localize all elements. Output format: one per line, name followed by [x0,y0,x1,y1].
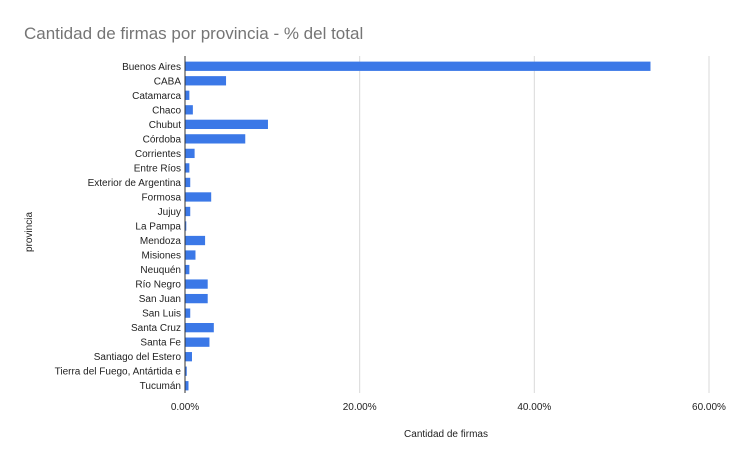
bar [185,221,187,231]
bar [185,90,190,100]
bar [185,105,193,115]
x-tick-label: 60.00% [692,402,726,413]
category-label: Río Negro [135,280,181,291]
category-label: Mendoza [140,236,182,247]
category-label: San Juan [139,294,181,305]
y-axis-label: provincia [24,212,35,252]
category-label: San Luis [142,309,181,320]
bar [185,192,212,202]
category-label: Córdoba [143,134,182,145]
category-label: Buenos Aires [122,62,181,73]
category-label: La Pampa [135,222,181,233]
bar [185,308,191,318]
bar [185,61,651,71]
bar [185,323,214,333]
category-label: Santa Cruz [131,323,181,334]
bar [185,293,208,304]
category-label: Entre Ríos [134,163,181,174]
category-label: Exterior de Argentina [88,178,182,189]
bar [185,352,192,362]
category-label: Misiones [142,251,181,262]
bar [185,119,268,129]
category-label: Santiago del Estero [94,352,182,363]
bar [185,337,210,347]
category-label: Tucumán [140,381,181,392]
bar [185,250,196,260]
x-axis-label: Cantidad de firmas [404,429,488,440]
category-label: Formosa [142,192,182,203]
category-label: Corrientes [135,149,181,160]
x-tick-label: 20.00% [343,402,377,413]
category-label: CABA [154,76,182,87]
category-label: Chubut [149,120,181,131]
category-label: Catamarca [132,91,181,102]
x-tick-label: 0.00% [171,402,199,413]
bars [185,61,651,391]
bar [185,76,227,86]
category-label: Chaco [152,105,181,116]
bar [185,177,191,188]
bar [185,148,195,159]
bar [185,264,190,275]
bar [185,279,208,289]
chart-title: Cantidad de firmas por provincia - % del… [24,24,363,43]
category-labels: Buenos Aires CABA Catamarca Chaco Chubut Córd… [55,62,182,392]
bar [185,366,187,376]
category-label: Tierra del Fuego, Antártida e [55,367,182,378]
category-label: Santa Fe [140,338,181,349]
x-tick-label: 40.00% [517,402,551,413]
bar [185,206,191,217]
gridlines [359,56,710,393]
bar [185,235,206,246]
bar [185,134,246,144]
category-label: Neuquén [140,265,181,276]
bar [185,381,189,391]
category-label: Jujuy [158,207,181,218]
x-tick-labels: 0.00% 20.00% 40.00% 60.00% [171,402,726,413]
bar [185,163,190,173]
